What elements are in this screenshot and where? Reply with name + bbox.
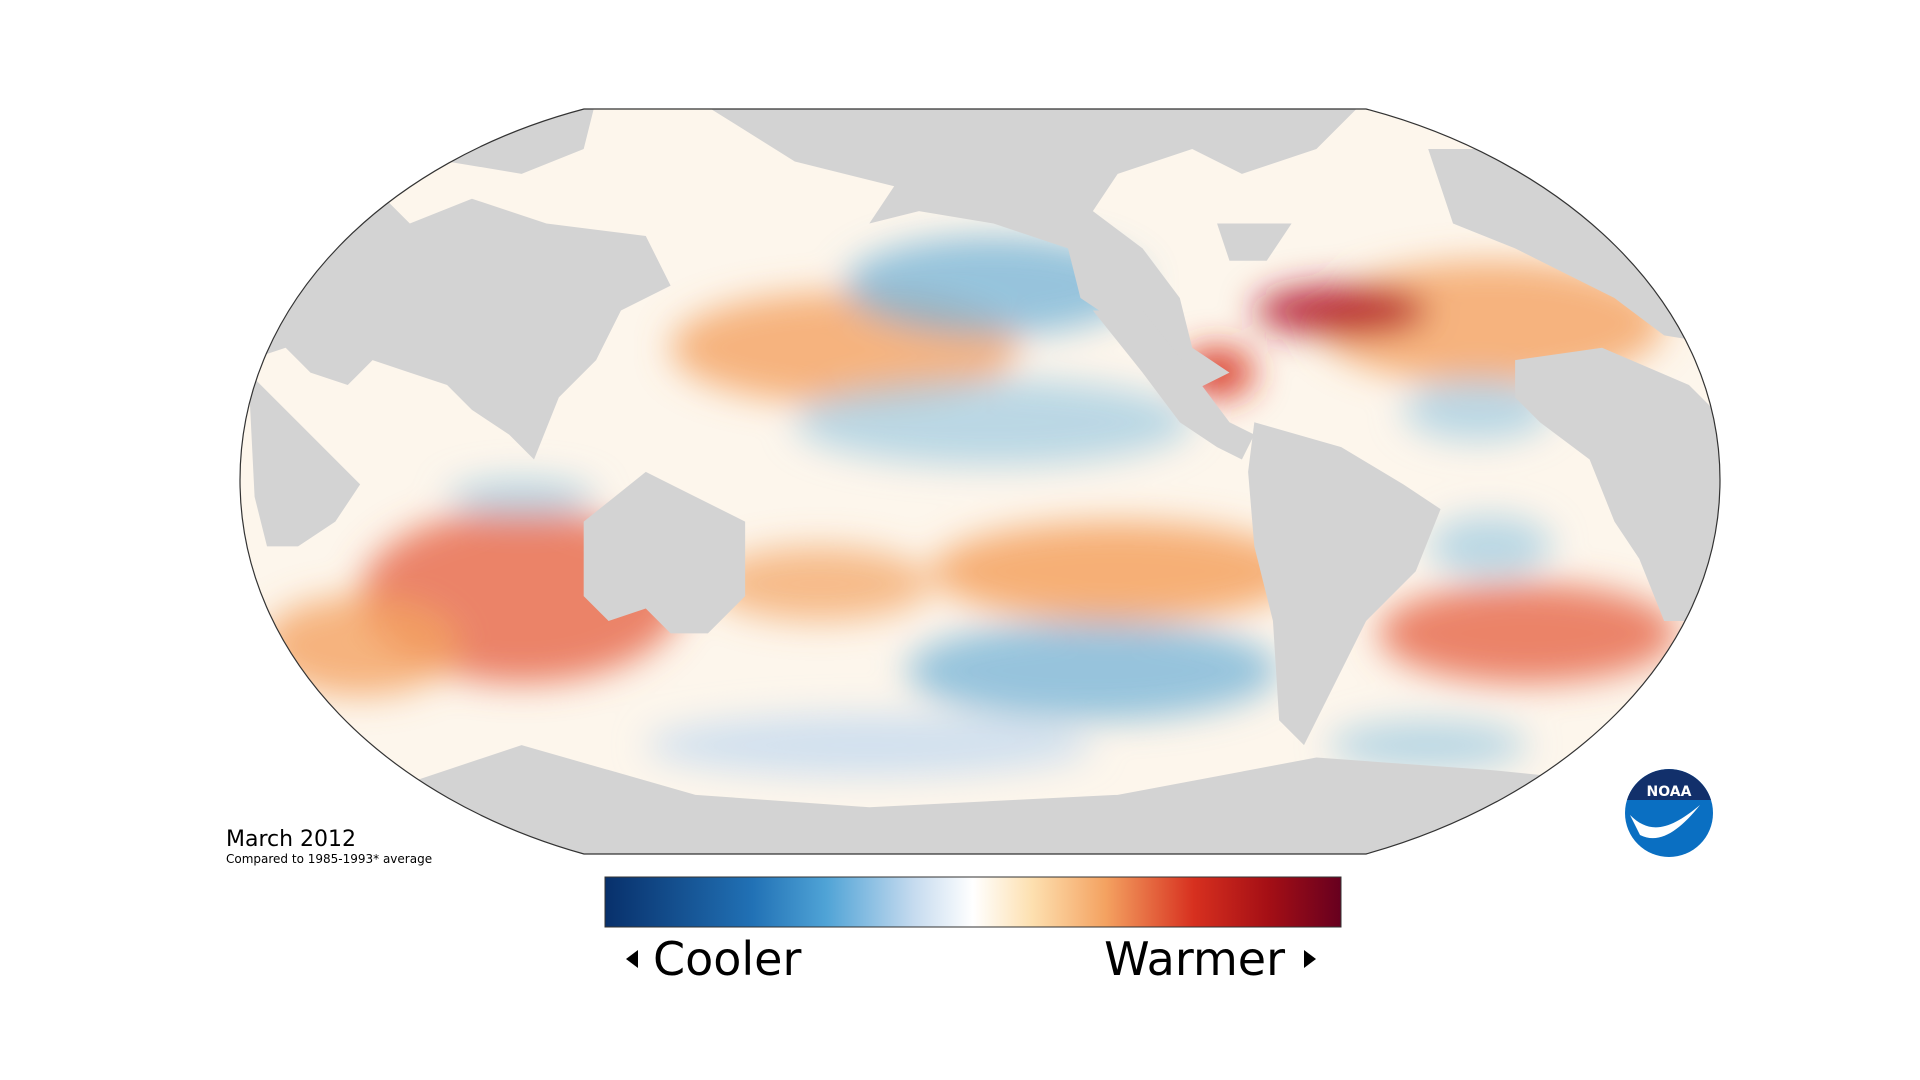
noaa-logo: NOAA (1625, 769, 1713, 857)
map-outline (239, 108, 1721, 855)
color-bar (604, 876, 1342, 928)
warmer-arrow (1304, 950, 1316, 968)
logo-text: NOAA (1647, 784, 1692, 800)
subtitle: Compared to 1985-1993* average (226, 852, 432, 866)
cooler-arrow (626, 950, 638, 968)
cooler-label: Cooler (653, 932, 801, 986)
date-label: March 2012 (226, 827, 356, 852)
warmer-label: Warmer (1104, 932, 1285, 986)
anomaly-field (260, 235, 1677, 777)
map-area (240, 109, 1720, 854)
